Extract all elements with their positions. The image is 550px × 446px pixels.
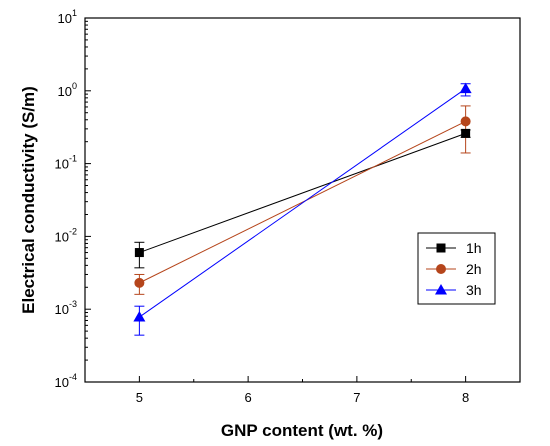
y-tick-base: 10	[55, 375, 69, 390]
data-markers	[133, 82, 472, 322]
y-tick-exponent: 1	[72, 8, 77, 18]
x-axis-title: GNP content (wt. %)	[221, 421, 383, 440]
legend-marker-1h	[436, 243, 446, 253]
data-point-2h	[460, 116, 471, 127]
y-tick-base: 10	[58, 11, 72, 26]
y-tick-exponent: -4	[69, 372, 77, 382]
y-tick-label: 10-3	[55, 299, 77, 317]
series-lines	[139, 88, 466, 318]
legend-marker-2h	[436, 264, 446, 274]
series-line-2h	[139, 120, 466, 284]
y-tick-base: 10	[58, 84, 72, 99]
y-tick-exponent: -1	[69, 154, 77, 164]
legend: 1h 2h 3h	[417, 232, 496, 305]
data-point-3h	[459, 82, 472, 94]
x-tick-label: 6	[245, 390, 252, 405]
x-tick-label: 7	[353, 390, 360, 405]
legend-label-1h: 1h	[466, 240, 482, 256]
series-line-3h	[139, 88, 466, 318]
legend-marker-3h	[435, 284, 447, 295]
y-tick-exponent: -3	[69, 299, 77, 309]
y-tick-base: 10	[55, 302, 69, 317]
legend-label-3h: 3h	[466, 282, 482, 298]
y-tick-exponent: -2	[69, 226, 77, 236]
data-point-2h	[134, 277, 145, 288]
y-tick-exponent: 0	[72, 81, 77, 91]
y-tick-base: 10	[55, 229, 69, 244]
y-axis-title: Electrical conductivity (S/m)	[19, 86, 38, 314]
x-tick-label: 8	[462, 390, 469, 405]
y-tick-base: 10	[55, 157, 69, 172]
y-tick-label: 10-2	[55, 226, 77, 244]
y-tick-label: 100	[58, 81, 77, 99]
legend-label-2h: 2h	[466, 261, 482, 277]
y-tick-label: 101	[58, 8, 77, 26]
series-line-1h	[139, 132, 466, 254]
data-point-1h	[134, 248, 144, 258]
data-point-1h	[461, 128, 471, 138]
plot-frame	[84, 17, 521, 383]
data-point-3h	[133, 311, 146, 322]
y-tick-label: 10-1	[55, 154, 77, 172]
y-tick-label: 10-4	[55, 372, 77, 390]
x-tick-label: 5	[136, 390, 143, 405]
